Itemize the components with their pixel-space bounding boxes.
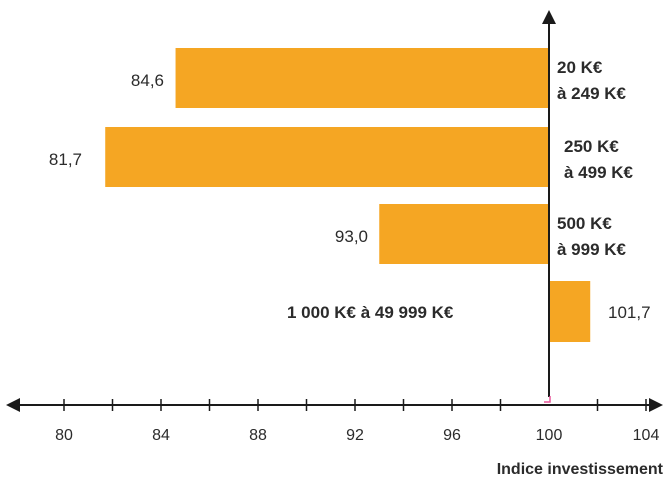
bar-3 xyxy=(379,204,549,264)
x-tick-label-92: 92 xyxy=(346,427,364,444)
x-axis-title: Indice investissement xyxy=(497,461,664,477)
labels-group: 80 84 88 92 96 100 104 84,6 81,7 93,0 101,7 20 K€ à … xyxy=(49,58,660,444)
x-axis-arrow-right xyxy=(649,398,663,412)
bars-group xyxy=(105,48,591,342)
x-tick-label-84: 84 xyxy=(152,427,170,444)
value-label-2: 81,7 xyxy=(49,150,82,169)
axes-group xyxy=(6,10,663,412)
category-label-3-line-1: 500 K€ xyxy=(557,214,612,233)
bar-4 xyxy=(549,281,591,342)
category-label-1-line-1: 20 K€ xyxy=(557,58,603,77)
value-label-4: 101,7 xyxy=(608,303,651,322)
bar-1 xyxy=(175,48,550,108)
category-label-4-line-1: 1 000 K€ à 49 999 K€ xyxy=(287,303,454,322)
value-label-3: 93,0 xyxy=(335,227,368,246)
x-tick-label-80: 80 xyxy=(55,427,73,444)
category-label-2-line-2: à 499 K€ xyxy=(564,163,634,182)
value-label-1: 84,6 xyxy=(131,71,164,90)
x-tick-label-96: 96 xyxy=(443,427,461,444)
x-tick-label-100: 100 xyxy=(536,427,563,444)
category-label-1-line-2: à 249 K€ xyxy=(557,84,627,103)
x-tick-label-104: 104 xyxy=(633,427,660,444)
category-label-3-line-2: à 999 K€ xyxy=(557,240,627,259)
y-axis-arrow-up xyxy=(542,10,556,24)
x-tick-label-88: 88 xyxy=(249,427,267,444)
x-axis-arrow-left xyxy=(6,398,20,412)
category-label-2-line-1: 250 K€ xyxy=(564,137,619,156)
baseline-marker xyxy=(544,396,551,403)
bar-2 xyxy=(105,127,549,187)
